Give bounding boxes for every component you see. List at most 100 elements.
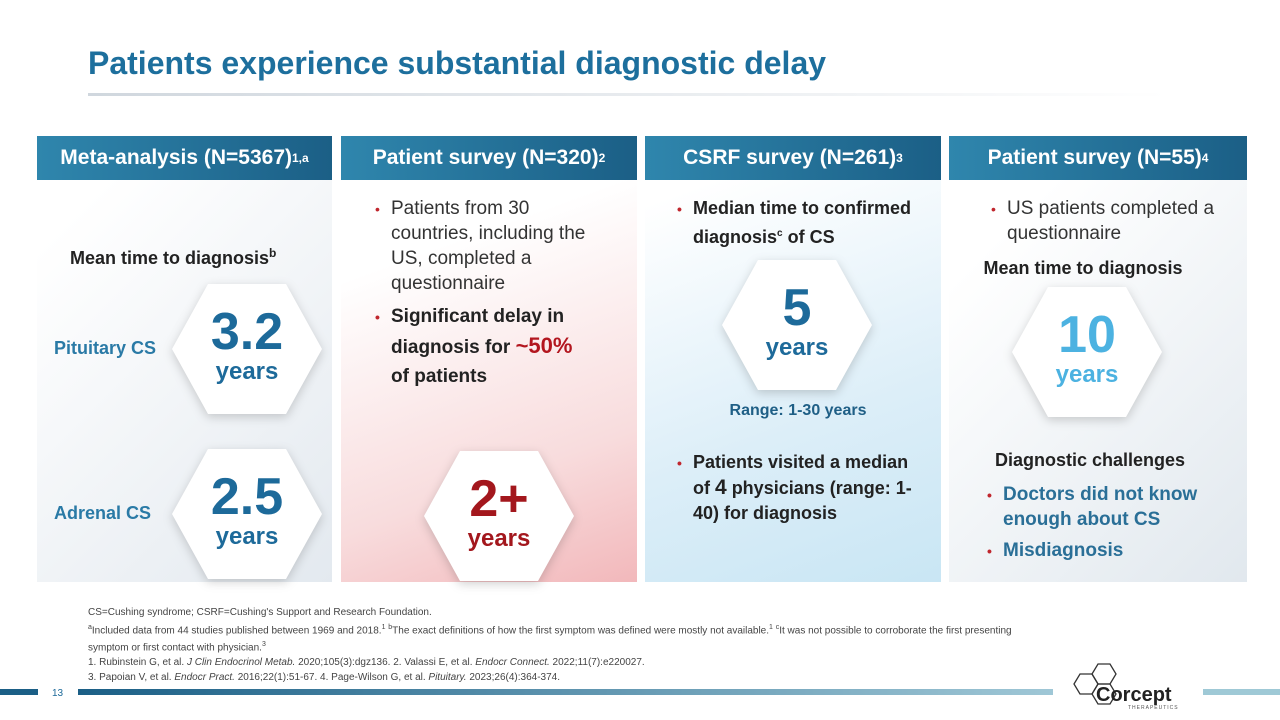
note-text: The exact definitions of how the first s…: [392, 624, 770, 636]
hexagon-shape: [722, 260, 872, 390]
panel-body: US patients completed a questionnaire Me…: [949, 180, 1247, 582]
ref-text: 1. Rubinstein G, et al.: [88, 657, 187, 669]
panel-body: Median time to confirmed diagnosisc of C…: [645, 180, 941, 582]
stat-label: Adrenal CS: [54, 503, 152, 523]
ref-text: 2020;105(3):dgz136. 2. Valassi E, et al.: [295, 657, 476, 669]
logo-tagline: THERAPEUTICS: [1128, 705, 1179, 711]
bullet: Significant delay in diagnosis for ~50% …: [375, 302, 588, 391]
header-text: Meta-analysis (N=5367): [60, 146, 292, 169]
note-text: Included data from 44 studies published …: [91, 624, 382, 636]
footnotes: CS=Cushing syndrome; CSRF=Cushing's Supp…: [88, 606, 1048, 685]
bullet-list: Median time to confirmed diagnosisc of C…: [675, 196, 935, 256]
footer-bar: [0, 689, 38, 695]
footer-bar: [78, 689, 1053, 695]
stat-label: Pituitary CS: [54, 338, 157, 358]
panel-body: Patients from 30 countries, including th…: [341, 180, 637, 582]
panel-body: Mean time to diagnosisb Pituitary CS 3.2…: [37, 180, 332, 582]
highlight: 4: [715, 476, 727, 499]
panel-header: Patient survey (N=55) 4: [949, 136, 1247, 180]
hexagon: 5 years: [722, 260, 872, 390]
bullet: Patients from 30 countries, including th…: [375, 196, 588, 296]
bullet-text: of patients: [391, 366, 488, 387]
bullet-list: Doctors did not know enough about CS Mis…: [985, 482, 1215, 569]
stat-unit: years: [215, 523, 279, 550]
panel-header: CSRF survey (N=261) 3: [645, 136, 941, 180]
header-sup: 2: [598, 151, 606, 165]
stat-value: 2+: [469, 470, 529, 528]
header-text: Patient survey (N=55): [987, 146, 1202, 169]
bullet: Misdiagnosis: [987, 538, 1215, 564]
hexagon: 3.2 years: [172, 284, 322, 414]
hexagon-shape: [424, 451, 574, 581]
bullet-text: physicians (range: 1-40) for diagnosis: [693, 478, 912, 523]
stat-unit: years: [765, 334, 829, 361]
challenges-title: Diagnostic challenges: [994, 450, 1186, 470]
subtitle-text: Mean time to diagnosis: [70, 248, 270, 268]
bullet-text: Median time to confirmed diagnosis: [693, 198, 912, 247]
bullet: Median time to confirmed diagnosisc of C…: [677, 196, 935, 250]
abbreviations: CS=Cushing syndrome; CSRF=Cushing's Supp…: [88, 607, 432, 618]
note-marker: c: [775, 623, 780, 631]
panel: Patient survey (N=55)4 US patients compl…: [949, 136, 1247, 582]
bullet-list: US patients completed a questionnaire: [989, 196, 1229, 252]
subtitle: Mean time to diagnosis: [983, 258, 1183, 278]
note-ref: 3: [261, 641, 266, 649]
stat-unit: years: [467, 525, 531, 552]
note-marker: a: [88, 623, 92, 631]
subtitle-sup: b: [269, 246, 277, 260]
panel-header: Meta-analysis (N=5367) 1,a: [37, 136, 332, 180]
title-rule: [88, 93, 1168, 96]
note-ref: 1: [769, 623, 773, 631]
reference: 3. Papoian V, et al. Endocr Pract. 2016;…: [88, 671, 1048, 686]
journal: Pituitary.: [428, 671, 467, 683]
stat-value: 10: [1058, 306, 1116, 364]
logo-mark: [1073, 663, 1117, 705]
note-marker: b: [388, 623, 393, 631]
journal: Endocr Connect.: [475, 657, 550, 669]
page-number: 13: [52, 688, 64, 699]
hexagon: 10 years: [1012, 287, 1162, 417]
panel: CSRF survey (N=261)3 Median time to conf…: [645, 136, 941, 582]
stat-unit: years: [1055, 361, 1119, 388]
panel: Patient survey (N=320)2 Patients from 30…: [341, 136, 637, 582]
panel: Meta-analysis (N=5367) 1,a Mean time to d…: [37, 136, 332, 582]
ref-text: 2023;26(4):364-374.: [466, 671, 560, 683]
bullet: US patients completed a questionnaire: [991, 196, 1229, 246]
hexagon: 2+ years: [424, 451, 574, 581]
panel-header: Patient survey (N=320) 2: [341, 136, 637, 180]
bullet-text: of CS: [782, 227, 835, 247]
header-text: Patient survey (N=320): [372, 146, 599, 169]
ref-text: 3. Papoian V, et al.: [88, 671, 175, 683]
ref-text: 2016;22(1):51-67. 4. Page-Wilson G, et a…: [234, 671, 429, 683]
stat-value: 2.5: [210, 468, 284, 526]
range: Range: 1-30 years: [729, 402, 867, 419]
header-sup: 3: [896, 151, 903, 165]
hexagon-shape: [172, 284, 322, 414]
title: Patients experience substantial diagnost…: [88, 45, 827, 81]
note-text: It was not possible to corroborate the f…: [88, 624, 1012, 654]
bullet-list: Patients from 30 countries, including th…: [373, 196, 588, 397]
bullet-list: Patients visited a median of 4 physician…: [675, 450, 925, 532]
bullet: Patients visited a median of 4 physician…: [677, 450, 925, 526]
bullet-sup: c: [777, 228, 783, 239]
hexagon-shape: [1012, 287, 1162, 417]
header-sup: 4: [1201, 151, 1209, 165]
note-ref: 1: [381, 623, 386, 631]
stat-unit: years: [215, 358, 279, 385]
footer-bar: [1203, 689, 1280, 695]
bullet-text: Patients visited a median of: [693, 452, 909, 498]
journal: Endocr Pract.: [174, 671, 235, 683]
stat-value: 5: [782, 279, 812, 337]
ref-text: 2022;11(7):e220027.: [549, 657, 645, 669]
header-sup: 1,a: [292, 151, 309, 165]
highlight: ~50%: [515, 333, 573, 358]
header-text: CSRF survey (N=261): [683, 146, 897, 169]
logo-name: Corcept: [1096, 684, 1172, 706]
hexagon: 2.5 years: [172, 449, 322, 579]
notes: aIncluded data from 44 studies published…: [88, 621, 1048, 657]
bullet: Doctors did not know enough about CS: [987, 482, 1215, 532]
stat-value: 3.2: [210, 303, 284, 361]
subtitle: Mean time to diagnosisb: [70, 246, 276, 269]
journal: J Clin Endocrinol Metab.: [186, 657, 296, 669]
